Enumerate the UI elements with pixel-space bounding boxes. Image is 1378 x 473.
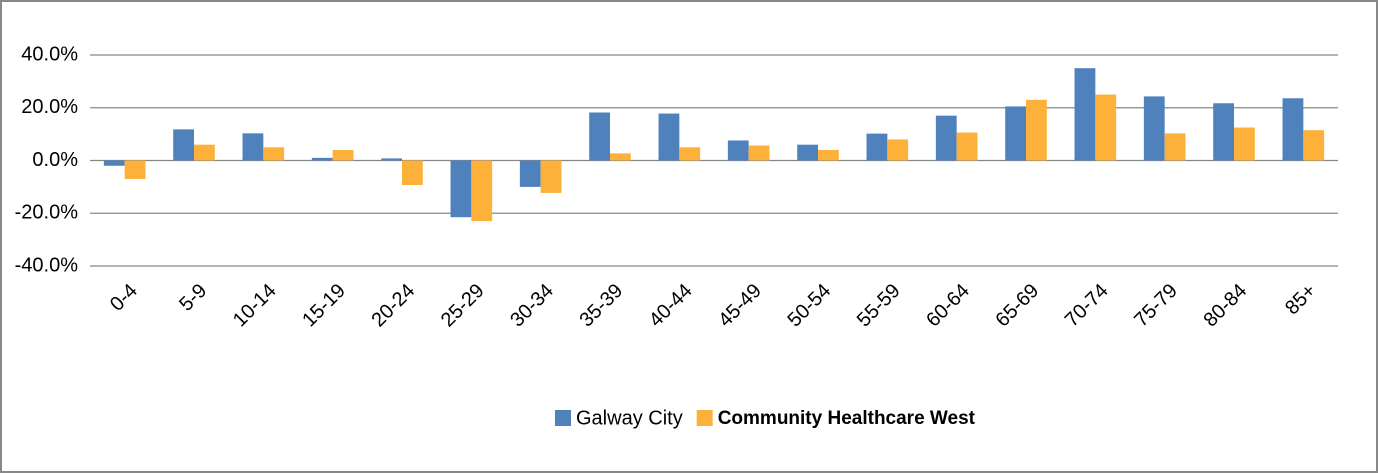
y-tick-label: -40.0% — [15, 254, 79, 276]
bar — [1303, 130, 1325, 161]
legend-swatch — [696, 410, 713, 426]
bar — [519, 160, 541, 187]
bar — [1164, 133, 1186, 161]
bar — [1026, 99, 1047, 161]
bar — [124, 160, 146, 179]
bar — [1213, 103, 1234, 161]
bar — [1143, 96, 1165, 161]
bar — [450, 160, 472, 218]
bar — [1282, 98, 1304, 161]
bar — [797, 144, 818, 161]
bar — [610, 153, 631, 161]
bar — [1095, 94, 1117, 161]
bar — [173, 129, 194, 161]
bar — [935, 115, 957, 161]
bar — [332, 149, 354, 161]
bar — [1074, 68, 1096, 161]
legend-label: Galway City — [576, 407, 683, 429]
bar — [194, 144, 215, 161]
bar — [727, 140, 749, 161]
bar — [748, 145, 770, 161]
legend-label: Community Healthcare West — [718, 408, 976, 429]
y-tick-label: 40.0% — [21, 43, 78, 65]
bar — [679, 147, 701, 161]
bar — [1234, 127, 1255, 161]
bar — [381, 158, 402, 161]
bar — [103, 160, 125, 166]
bar — [887, 139, 909, 161]
y-tick-label: 20.0% — [21, 96, 78, 118]
bar — [402, 160, 423, 186]
y-tick-label: -20.0% — [15, 202, 79, 224]
bar — [1005, 106, 1026, 161]
bar — [540, 160, 562, 193]
bar — [658, 113, 680, 161]
bar — [589, 112, 610, 161]
legend-swatch — [555, 410, 571, 426]
bar — [311, 157, 333, 161]
bar — [242, 133, 264, 161]
bar — [471, 160, 493, 222]
y-tick-label: 0.0% — [32, 149, 78, 171]
bar — [956, 132, 978, 161]
bar — [866, 133, 888, 161]
bar — [818, 149, 839, 161]
bar — [263, 147, 285, 161]
